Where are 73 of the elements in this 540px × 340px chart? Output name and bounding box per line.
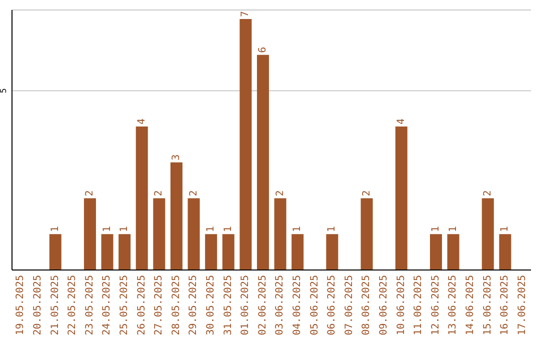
bar xyxy=(395,126,408,270)
x-tick-label: 07.06.2025 xyxy=(344,275,355,336)
x-tick-label: 17.06.2025 xyxy=(516,275,528,336)
bar xyxy=(240,18,252,270)
bar xyxy=(84,198,96,270)
data-label: 2 xyxy=(482,190,494,196)
data-label: 1 xyxy=(448,226,459,232)
data-label: 6 xyxy=(257,46,268,53)
x-tick-label: 09.06.2025 xyxy=(378,275,390,336)
x-tick-label: 29.05.2025 xyxy=(188,275,200,336)
bar xyxy=(447,234,460,270)
bar xyxy=(482,198,494,270)
bar xyxy=(256,54,269,270)
data-label: 1 xyxy=(50,226,61,232)
x-tick-label: 15.06.2025 xyxy=(482,275,494,336)
data-label: 1 xyxy=(119,226,130,232)
x-tick-label: 31.05.2025 xyxy=(222,275,234,336)
x-tick-label: 14.06.2025 xyxy=(464,275,476,336)
x-tick-label: 12.06.2025 xyxy=(430,275,442,336)
bar xyxy=(188,198,200,270)
bar xyxy=(326,234,338,270)
x-tick-label: 21.05.2025 xyxy=(50,275,61,336)
data-label: 2 xyxy=(154,190,165,196)
data-label: 3 xyxy=(170,154,182,160)
x-tick-label: 11.06.2025 xyxy=(413,275,424,336)
bar xyxy=(222,234,234,270)
x-tick-label: 04.06.2025 xyxy=(292,275,303,336)
x-tick-label: 24.05.2025 xyxy=(102,275,113,336)
x-tick-label: 08.06.2025 xyxy=(361,275,372,336)
x-tick-label: 27.05.2025 xyxy=(154,275,165,336)
data-label: 4 xyxy=(396,118,407,125)
x-tick-label: 16.06.2025 xyxy=(500,275,511,336)
bar xyxy=(136,126,148,270)
x-tick-label: 03.06.2025 xyxy=(274,275,286,336)
x-tick-label: 20.05.2025 xyxy=(32,275,44,336)
x-tick-label: 01.06.2025 xyxy=(240,275,252,336)
bar xyxy=(360,198,373,270)
x-tick-label: 22.05.2025 xyxy=(67,275,78,336)
data-label: 2 xyxy=(361,190,372,196)
bar xyxy=(274,198,286,270)
x-tick-label: 06.06.2025 xyxy=(326,275,338,336)
x-tick-label: 05.06.2025 xyxy=(309,275,320,336)
x-tick-label: 10.06.2025 xyxy=(396,275,407,336)
data-label: 1 xyxy=(222,226,234,232)
bar xyxy=(292,234,304,270)
x-tick-label: 28.05.2025 xyxy=(170,275,182,336)
data-label: 1 xyxy=(102,226,113,232)
data-label: 7 xyxy=(240,10,252,17)
bar xyxy=(170,162,182,270)
data-label: 4 xyxy=(136,118,148,125)
data-label: 1 xyxy=(500,226,511,232)
x-tick-label: 19.05.2025 xyxy=(15,275,26,336)
bar xyxy=(430,234,442,270)
x-tick-label: 23.05.2025 xyxy=(84,275,96,336)
data-label: 1 xyxy=(326,226,338,232)
bar xyxy=(118,234,131,270)
data-label: 1 xyxy=(292,226,304,232)
data-label: 2 xyxy=(84,190,96,196)
bar xyxy=(153,198,166,270)
data-label: 2 xyxy=(274,190,286,196)
x-tick-label: 13.06.2025 xyxy=(448,275,459,336)
bar xyxy=(101,234,114,270)
bar xyxy=(49,234,62,270)
x-tick-label: 30.05.2025 xyxy=(205,275,216,336)
x-tick-label: 25.05.2025 xyxy=(118,275,130,336)
x-tick-label: 02.06.2025 xyxy=(257,275,268,336)
data-label: 1 xyxy=(206,226,217,232)
bar xyxy=(205,234,218,270)
data-label: 1 xyxy=(430,226,442,232)
data-label: 2 xyxy=(188,190,200,196)
y-tick-label: 5 xyxy=(0,88,8,94)
x-tick-label: 26.05.2025 xyxy=(136,275,148,336)
bar xyxy=(499,234,512,270)
